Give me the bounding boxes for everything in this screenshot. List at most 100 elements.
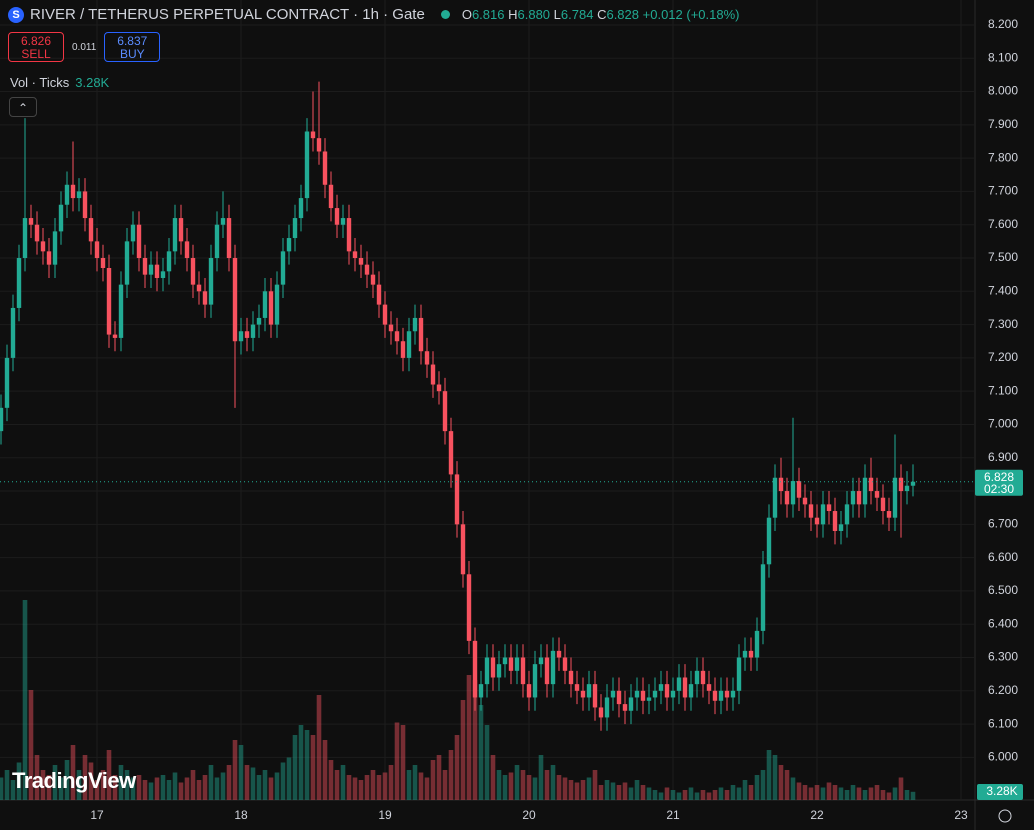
volume-bar <box>844 790 850 800</box>
volume-bar <box>244 765 250 800</box>
candle-body <box>490 657 496 678</box>
sell-button[interactable]: 6.826 SELL <box>8 32 64 62</box>
volume-bar <box>856 787 862 800</box>
volume-bar <box>502 775 508 800</box>
volume-bar <box>208 765 214 800</box>
volume-bar <box>898 777 904 800</box>
candle-body <box>262 291 268 318</box>
candle-body <box>712 690 718 701</box>
candle-body <box>868 477 874 492</box>
candle-body <box>250 324 256 338</box>
ohlc: O6.816 H6.880 L6.784 C6.828 +0.012 (+0.1… <box>462 7 740 22</box>
volume-bar <box>694 792 700 800</box>
volume-bar <box>778 765 784 800</box>
volume-bar <box>628 787 634 800</box>
last-price-label: 6.828 <box>984 470 1014 484</box>
volume-bar <box>550 765 556 800</box>
volume-bar <box>286 757 292 800</box>
candle-body <box>232 258 238 342</box>
volume-tag <box>977 784 1023 800</box>
candle-body <box>16 258 22 308</box>
symbol-title[interactable]: RIVER / TETHERUS PERPETUAL CONTRACT · 1h… <box>30 6 425 23</box>
candle-body <box>70 184 76 199</box>
volume-bar <box>130 777 136 800</box>
x-tick-label: 19 <box>378 808 392 822</box>
volume-bar <box>52 765 58 800</box>
volume-bar <box>736 787 742 800</box>
candle-body <box>76 191 82 199</box>
collapse-button[interactable]: ⌃ <box>9 97 37 117</box>
candle-body <box>898 477 904 492</box>
candle-body <box>880 497 886 512</box>
y-tick-label: 6.100 <box>988 716 1018 730</box>
candle-body <box>400 341 406 358</box>
settings-icon[interactable] <box>998 809 1012 823</box>
candle-body <box>58 204 64 232</box>
volume-bar <box>454 735 460 800</box>
volume-bar <box>190 770 196 800</box>
change: +0.012 (+0.18%) <box>642 7 740 22</box>
volume-bar <box>610 782 616 800</box>
candle-body <box>142 258 148 275</box>
candle-body <box>508 657 514 671</box>
candle-body <box>130 224 136 242</box>
y-tick-label: 6.300 <box>988 650 1018 664</box>
candle-body <box>34 224 40 242</box>
candle-body <box>88 218 94 242</box>
symbol-header: S RIVER / TETHERUS PERPETUAL CONTRACT · … <box>8 6 740 23</box>
volume-title: Vol · Ticks <box>10 75 70 90</box>
volume-bar <box>442 770 448 800</box>
volume-bar <box>448 750 454 800</box>
volume-bar <box>724 790 730 800</box>
volume-bar <box>622 782 628 800</box>
candle-body <box>874 491 880 498</box>
candle-body <box>526 684 532 698</box>
volume-bar <box>748 785 754 800</box>
candle-body <box>316 138 322 152</box>
last-price-tag <box>975 469 1023 496</box>
y-tick-label: 7.600 <box>988 217 1018 231</box>
open-value: 6.816 <box>471 7 505 22</box>
volume-bar <box>646 787 652 800</box>
y-tick-label: 6.700 <box>988 517 1018 531</box>
volume-bar <box>370 770 376 800</box>
volume-bar <box>340 765 346 800</box>
candle-body <box>598 707 604 718</box>
candle-body <box>742 650 748 658</box>
volume-bar <box>826 782 832 800</box>
volume-bar <box>46 775 52 800</box>
volume-bar <box>832 785 838 800</box>
candle-body <box>502 657 508 665</box>
volume-bar <box>226 765 232 800</box>
volume-tag-label: 3.28K <box>986 784 1017 798</box>
candle-body <box>310 131 316 139</box>
volume-bar <box>466 675 472 800</box>
y-tick-label: 8.000 <box>988 84 1018 98</box>
volume-bar <box>472 680 478 800</box>
x-tick-label: 22 <box>810 808 824 822</box>
candle-body <box>244 331 250 338</box>
buy-button[interactable]: 6.837 BUY <box>104 32 161 62</box>
candle-body <box>544 657 550 685</box>
volume-bar <box>430 760 436 800</box>
candle-body <box>280 251 286 285</box>
candle-body <box>418 317 424 352</box>
candle-body <box>100 258 106 268</box>
volume-bar <box>64 760 70 800</box>
candle-body <box>172 218 178 252</box>
close-value: 6.828 <box>606 7 640 22</box>
x-tick-label: 20 <box>522 808 536 822</box>
volume-bar <box>124 770 130 800</box>
volume-bar <box>556 775 562 800</box>
volume-bar <box>400 725 406 800</box>
candle-body <box>370 274 376 285</box>
candle-body <box>4 357 10 408</box>
volume-bar <box>520 770 526 800</box>
y-tick-label: 7.400 <box>988 283 1018 297</box>
volume-bar <box>484 725 490 800</box>
volume-bar <box>88 762 94 800</box>
candle-body <box>520 657 526 685</box>
volume-bar <box>754 775 760 800</box>
volume-bar <box>262 770 268 800</box>
